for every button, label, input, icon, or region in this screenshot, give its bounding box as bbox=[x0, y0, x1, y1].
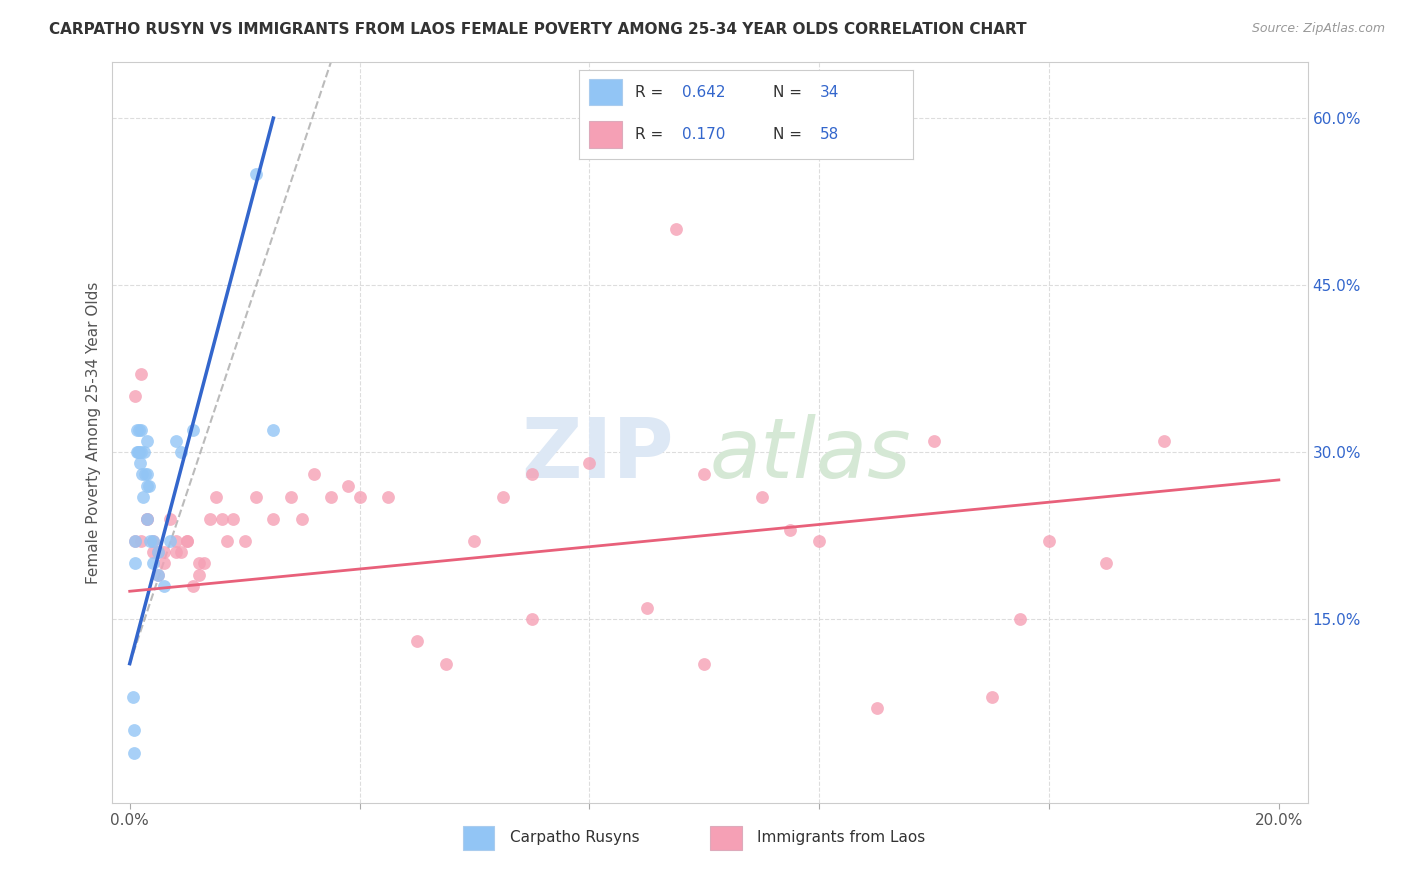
Point bbox=[136, 467, 159, 482]
Point bbox=[129, 456, 152, 470]
Point bbox=[142, 545, 165, 559]
Text: Source: ZipAtlas.com: Source: ZipAtlas.com bbox=[1251, 22, 1385, 36]
Point bbox=[153, 579, 176, 593]
Text: ZIP: ZIP bbox=[522, 414, 675, 495]
Point bbox=[129, 423, 152, 437]
Point bbox=[520, 467, 543, 482]
Point bbox=[181, 579, 204, 593]
Point bbox=[262, 423, 284, 437]
Point bbox=[578, 456, 600, 470]
Point bbox=[198, 512, 221, 526]
Point bbox=[153, 545, 176, 559]
Point bbox=[1095, 557, 1118, 571]
Point bbox=[377, 490, 399, 504]
Point bbox=[922, 434, 945, 448]
Point bbox=[129, 534, 152, 549]
Point bbox=[131, 467, 153, 482]
Point bbox=[142, 557, 165, 571]
Point bbox=[124, 557, 146, 571]
Point bbox=[170, 545, 193, 559]
Point bbox=[233, 534, 256, 549]
Point bbox=[302, 467, 325, 482]
Point bbox=[136, 512, 159, 526]
Point bbox=[136, 478, 159, 492]
Point bbox=[636, 601, 658, 615]
Point bbox=[127, 423, 149, 437]
Point bbox=[205, 490, 228, 504]
Point bbox=[128, 423, 150, 437]
Point bbox=[181, 423, 204, 437]
Point bbox=[664, 222, 686, 236]
Point bbox=[187, 567, 209, 582]
Point bbox=[148, 567, 170, 582]
Point bbox=[142, 534, 165, 549]
Point bbox=[406, 634, 429, 648]
Point bbox=[779, 523, 801, 537]
Point bbox=[165, 545, 187, 559]
Point bbox=[176, 534, 198, 549]
Point bbox=[280, 490, 302, 504]
Point bbox=[187, 557, 209, 571]
Point bbox=[132, 490, 155, 504]
Point bbox=[159, 534, 181, 549]
Text: CARPATHO RUSYN VS IMMIGRANTS FROM LAOS FEMALE POVERTY AMONG 25-34 YEAR OLDS CORR: CARPATHO RUSYN VS IMMIGRANTS FROM LAOS F… bbox=[49, 22, 1026, 37]
Point bbox=[1038, 534, 1060, 549]
Point bbox=[127, 445, 149, 459]
Point bbox=[463, 534, 485, 549]
Point bbox=[136, 512, 159, 526]
Point bbox=[122, 723, 145, 738]
Point bbox=[222, 512, 245, 526]
Point bbox=[121, 690, 143, 704]
Point bbox=[693, 467, 716, 482]
Point bbox=[866, 701, 889, 715]
Point bbox=[262, 512, 284, 526]
Point bbox=[128, 445, 150, 459]
Point bbox=[980, 690, 1002, 704]
Point bbox=[217, 534, 239, 549]
Point bbox=[170, 445, 193, 459]
Point bbox=[142, 534, 165, 549]
Point bbox=[751, 490, 773, 504]
Point bbox=[211, 512, 233, 526]
Y-axis label: Female Poverty Among 25-34 Year Olds: Female Poverty Among 25-34 Year Olds bbox=[86, 282, 101, 583]
Point bbox=[125, 445, 148, 459]
Text: atlas: atlas bbox=[710, 414, 911, 495]
Point bbox=[245, 167, 267, 181]
Point bbox=[291, 512, 314, 526]
Point bbox=[434, 657, 457, 671]
Point bbox=[124, 389, 146, 403]
Point bbox=[319, 490, 342, 504]
Point bbox=[136, 434, 159, 448]
Point bbox=[193, 557, 215, 571]
Point bbox=[129, 367, 152, 381]
Point bbox=[148, 567, 170, 582]
Point bbox=[132, 445, 155, 459]
Point bbox=[1153, 434, 1175, 448]
Point bbox=[520, 612, 543, 626]
Point bbox=[808, 534, 831, 549]
Point bbox=[176, 534, 198, 549]
Point bbox=[693, 657, 716, 671]
Point bbox=[153, 557, 176, 571]
Point bbox=[139, 534, 162, 549]
Point bbox=[159, 512, 181, 526]
Point bbox=[124, 534, 146, 549]
Point bbox=[1010, 612, 1032, 626]
Point bbox=[136, 512, 159, 526]
Point bbox=[165, 534, 187, 549]
Point bbox=[129, 445, 152, 459]
Point bbox=[134, 467, 156, 482]
Point bbox=[138, 478, 160, 492]
Point bbox=[124, 746, 146, 760]
Point bbox=[148, 545, 170, 559]
Point bbox=[337, 478, 360, 492]
Point bbox=[492, 490, 515, 504]
Point bbox=[245, 490, 267, 504]
Point bbox=[124, 534, 146, 549]
Point bbox=[349, 490, 371, 504]
Point bbox=[148, 545, 170, 559]
Point bbox=[165, 434, 187, 448]
